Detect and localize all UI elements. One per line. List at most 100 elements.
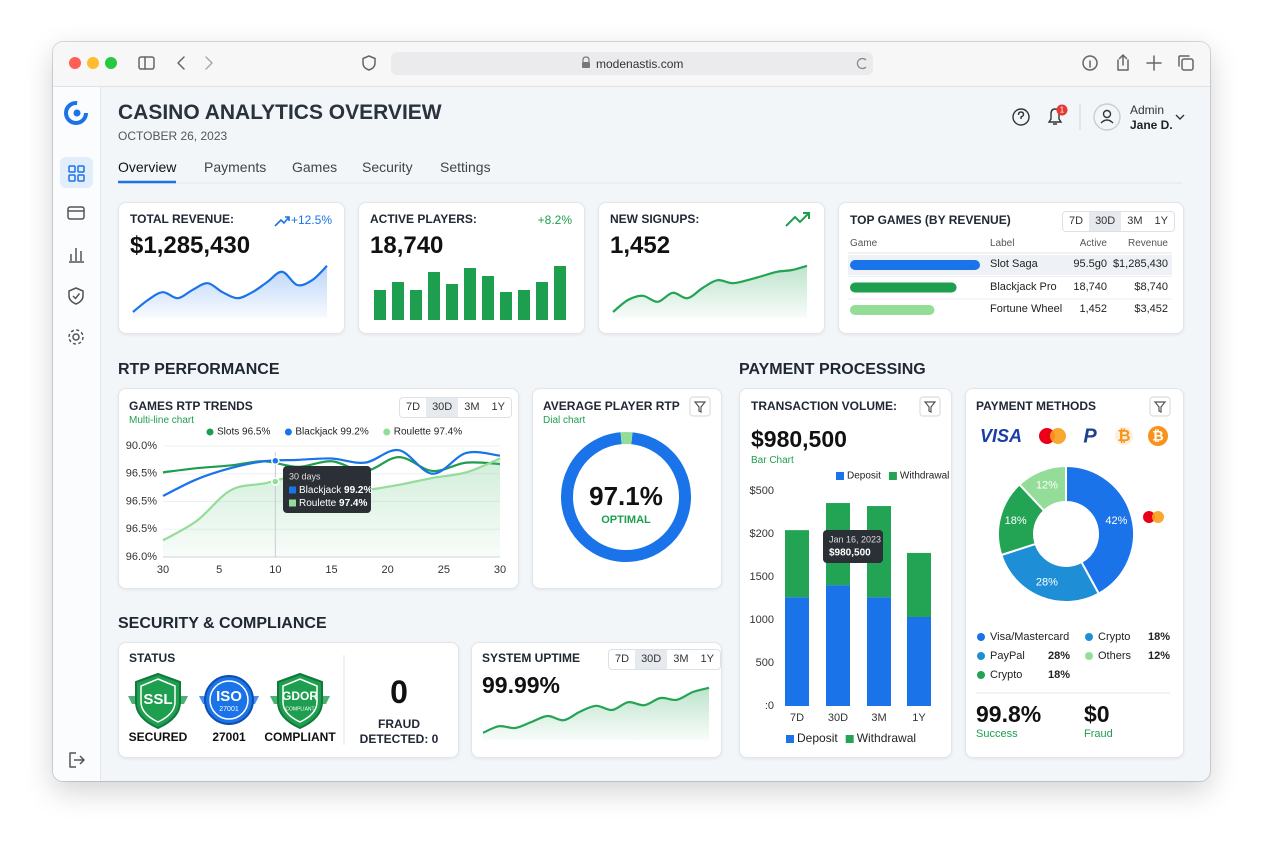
window-controls: [69, 57, 117, 69]
privacy-shield[interactable]: [362, 55, 376, 71]
sparkline-area: [133, 265, 327, 318]
slice-label: 28%: [1036, 576, 1058, 588]
logo: [64, 101, 88, 125]
period-button[interactable]: 30D: [426, 398, 459, 417]
legend-value: 12%: [1148, 650, 1170, 662]
new-tab-button[interactable]: [1146, 55, 1162, 71]
nav-security[interactable]: [68, 287, 84, 305]
period-button[interactable]: 1Y: [491, 401, 505, 413]
badge-subtext: 27001: [219, 706, 239, 713]
section-title: RTP PERFORMANCE: [118, 361, 280, 378]
back-button[interactable]: [177, 56, 185, 70]
trend-up-icon: [785, 212, 810, 227]
dial-status: OPTIMAL: [601, 514, 651, 526]
period-selector: 7D 30D 3M 1Y: [399, 397, 512, 418]
filter-button[interactable]: [919, 396, 941, 417]
sparkline: [612, 264, 808, 313]
trend-up-icon: [274, 216, 290, 227]
game-active: 18,740: [1073, 280, 1107, 293]
help-button[interactable]: [1012, 108, 1030, 126]
sparkline: [132, 265, 328, 313]
close-button[interactable]: [69, 57, 81, 69]
stacked-bar: [785, 530, 809, 598]
tooltip-box: [823, 530, 883, 563]
stacked-bar: [907, 552, 931, 617]
tooltip-swatch: [289, 486, 296, 494]
tab[interactable]: Settings: [440, 159, 491, 175]
tooltip-title: 30 days: [289, 471, 321, 481]
period-button[interactable]: 1Y: [700, 653, 714, 665]
period-button[interactable]: 3M: [1127, 215, 1143, 227]
kpi-change: +8.2%: [537, 213, 572, 227]
avatar[interactable]: [1093, 103, 1121, 131]
user-menu-chevron[interactable]: [1175, 114, 1185, 120]
badge-inner: [282, 678, 318, 723]
url[interactable]: modenastis.com: [596, 57, 684, 71]
card-title: TRANSACTION VOLUME:: [751, 399, 897, 413]
card-title: STATUS: [129, 651, 176, 665]
badge-subtext: COMPLIANT: [285, 706, 314, 712]
badge-text: SSL: [143, 691, 172, 708]
filter-button[interactable]: [689, 396, 711, 417]
legend-label: Visa/Mastercard: [990, 631, 1069, 643]
bar: [410, 290, 422, 320]
nav-dashboard[interactable]: [68, 165, 85, 182]
badge-label: SECURED: [129, 730, 188, 744]
filter-button[interactable]: [1149, 396, 1171, 417]
y-tick-label: 96.0%: [126, 551, 157, 563]
badge-label: 27001: [212, 730, 246, 744]
kpi-label: ACTIVE PLAYERS:: [370, 212, 477, 226]
tab[interactable]: Payments: [204, 159, 267, 175]
legend-label: Others: [1098, 650, 1132, 662]
x-tick-label: 5: [216, 564, 222, 576]
address-bar[interactable]: [391, 52, 873, 75]
legend-swatch: [206, 428, 214, 436]
nav-reports[interactable]: [69, 248, 84, 263]
x-tick-label: 1Y: [912, 712, 926, 724]
forward-button[interactable]: [205, 56, 213, 70]
period-button[interactable]: 7D: [406, 401, 421, 413]
lock-icon: [582, 56, 590, 62]
kpi-change: +12.5%: [290, 213, 332, 227]
period-button[interactable]: 30D: [635, 650, 668, 669]
card-title: SYSTEM UPTIME: [482, 651, 581, 665]
tooltip-point: [271, 477, 280, 486]
tooltip-name: Roulette: [299, 498, 337, 509]
tab[interactable]: Overview: [118, 159, 177, 175]
stacked-bar: [867, 597, 891, 706]
reload-button[interactable]: [856, 57, 867, 70]
zoom-button[interactable]: [105, 57, 117, 69]
tooltip-box: [283, 466, 371, 513]
x-tick-label: 15: [325, 564, 337, 576]
period-button[interactable]: 7D: [1069, 215, 1084, 227]
sparkline-area: [613, 265, 807, 318]
nav-settings[interactable]: [68, 329, 84, 345]
badge-text: ISO: [216, 688, 242, 705]
tabs-button[interactable]: [1181, 58, 1194, 71]
period-button[interactable]: 3M: [673, 653, 689, 665]
tooltip-value: 99.2%: [344, 485, 372, 496]
period-button[interactable]: 30D: [1089, 212, 1122, 231]
svg-text:₿: ₿: [1152, 428, 1163, 444]
paypal-logo: P: [1083, 425, 1097, 447]
card-title: AVERAGE PLAYER RTP: [543, 399, 680, 413]
period-button[interactable]: 3M: [464, 401, 480, 413]
tab[interactable]: Games: [292, 159, 338, 175]
game-revenue: $1,285,430: [1112, 258, 1168, 270]
nav-logout[interactable]: [69, 752, 85, 768]
minimize-button[interactable]: [87, 57, 99, 69]
legend-label: Roulette 97.4%: [394, 427, 462, 438]
share-button[interactable]: [1117, 54, 1129, 71]
bar: [428, 272, 440, 320]
sidebar-toggle[interactable]: [138, 56, 155, 70]
tooltip-value: 97.4%: [339, 498, 367, 509]
tab[interactable]: Security: [362, 159, 413, 175]
legend-label: Withdrawal: [857, 731, 916, 745]
donut-slice: [1018, 464, 1067, 513]
nav-payments[interactable]: [67, 206, 85, 220]
period-button[interactable]: 1Y: [1154, 215, 1168, 227]
info-button[interactable]: [1082, 55, 1098, 71]
lock-body: [582, 62, 590, 68]
period-button[interactable]: 7D: [615, 653, 630, 665]
